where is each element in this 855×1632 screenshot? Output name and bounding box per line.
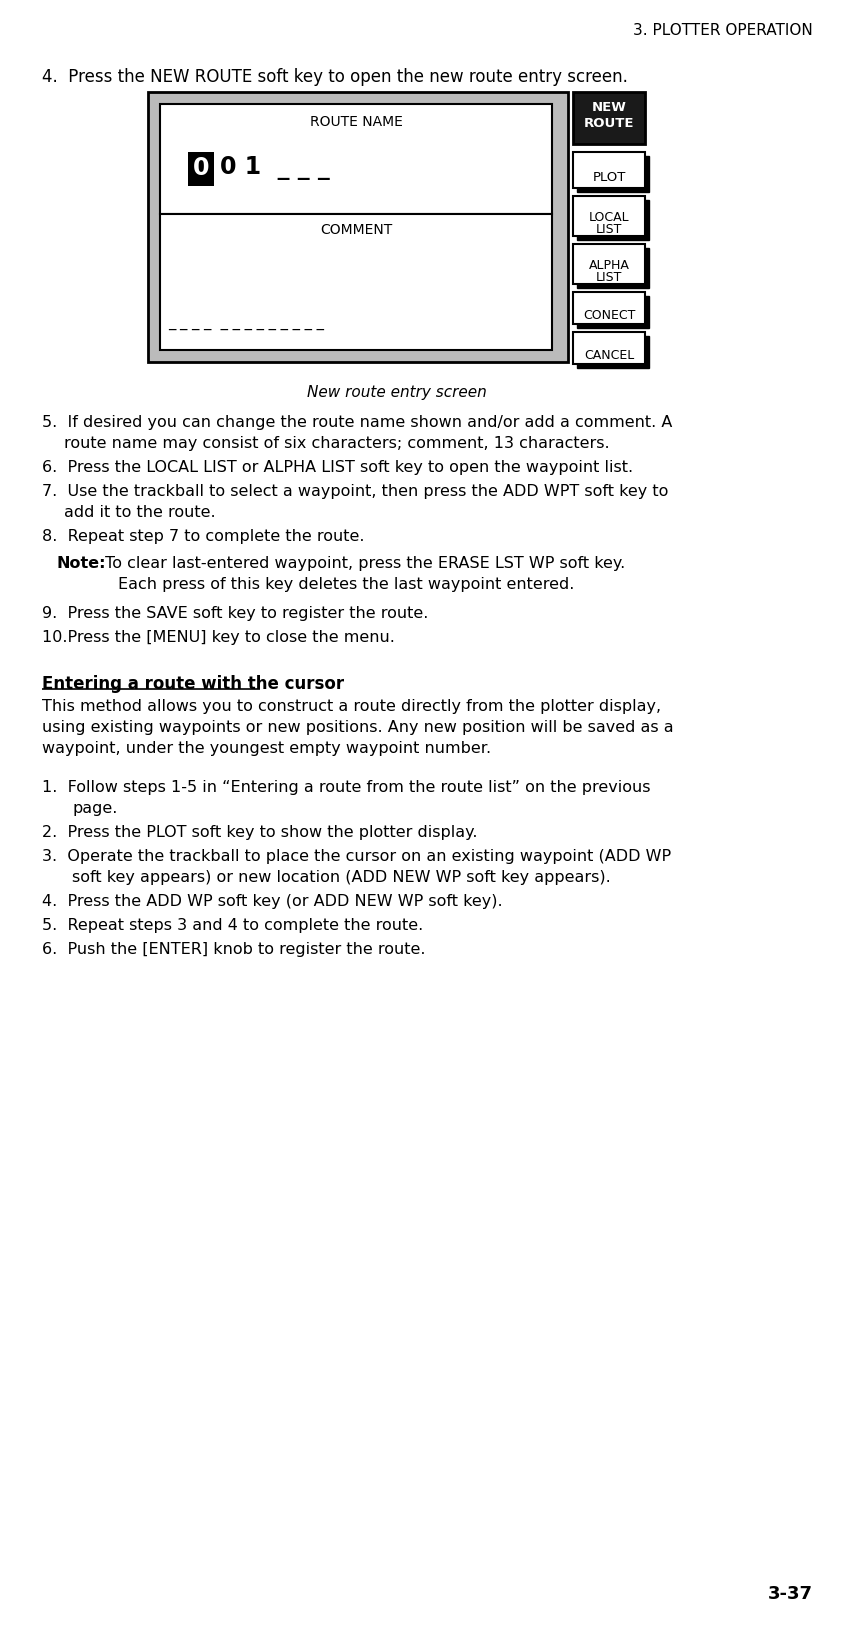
Text: 10.Press the [MENU] key to close the menu.: 10.Press the [MENU] key to close the men… [42, 630, 395, 645]
Bar [577, 157, 649, 193]
Bar [577, 336, 649, 369]
Bar [573, 245, 645, 286]
Text: NEW: NEW [592, 101, 627, 114]
Text: ALPHA: ALPHA [588, 259, 629, 273]
Bar [577, 201, 649, 242]
Bar [573, 197, 645, 237]
Text: soft key appears) or new location (ADD NEW WP soft key appears).: soft key appears) or new location (ADD N… [72, 870, 610, 885]
Text: Each press of this key deletes the last waypoint entered.: Each press of this key deletes the last … [118, 576, 575, 592]
Bar [573, 292, 645, 325]
Text: 3.  Operate the trackball to place the cursor on an existing waypoint (ADD WP: 3. Operate the trackball to place the cu… [42, 849, 671, 863]
Text: COMMENT: COMMENT [320, 224, 392, 237]
Text: 3. PLOTTER OPERATION: 3. PLOTTER OPERATION [634, 23, 813, 38]
Text: 5.  Repeat steps 3 and 4 to complete the route.: 5. Repeat steps 3 and 4 to complete the … [42, 917, 423, 932]
Text: ROUTE: ROUTE [584, 118, 634, 131]
Bar [577, 248, 649, 289]
Bar [160, 215, 552, 351]
Text: This method allows you to construct a route directly from the plotter display,: This method allows you to construct a ro… [42, 698, 661, 713]
Text: page.: page. [72, 801, 117, 816]
Text: LIST: LIST [596, 222, 622, 235]
Text: 9.  Press the SAVE soft key to register the route.: 9. Press the SAVE soft key to register t… [42, 605, 428, 620]
Bar [188, 153, 214, 188]
Text: 1.  Follow steps 1-5 in “Entering a route from the route list” on the previous: 1. Follow steps 1-5 in “Entering a route… [42, 780, 651, 795]
Text: LIST: LIST [596, 271, 622, 284]
Text: LOCAL: LOCAL [589, 211, 629, 224]
Text: Note:: Note: [56, 555, 105, 571]
Text: CANCEL: CANCEL [584, 349, 634, 362]
Text: 7.  Use the trackball to select a waypoint, then press the ADD WPT soft key to: 7. Use the trackball to select a waypoin… [42, 483, 669, 499]
Text: using existing waypoints or new positions. Any new position will be saved as a: using existing waypoints or new position… [42, 720, 674, 734]
Text: CONECT: CONECT [583, 308, 635, 322]
Text: waypoint, under the youngest empty waypoint number.: waypoint, under the youngest empty waypo… [42, 741, 491, 756]
Text: 6.  Push the [ENTER] knob to register the route.: 6. Push the [ENTER] knob to register the… [42, 942, 426, 956]
Text: add it to the route.: add it to the route. [64, 504, 215, 519]
Bar [160, 104, 552, 215]
Text: 0 1  _ _ _: 0 1 _ _ _ [220, 157, 330, 180]
Bar [148, 93, 568, 362]
Text: 6.  Press the LOCAL LIST or ALPHA LIST soft key to open the waypoint list.: 6. Press the LOCAL LIST or ALPHA LIST so… [42, 460, 633, 475]
Text: _ _ _ _  _ _ _ _ _ _ _ _ _: _ _ _ _ _ _ _ _ _ _ _ _ _ [168, 315, 324, 330]
Bar [577, 297, 649, 328]
Text: PLOT: PLOT [593, 171, 626, 184]
Bar [573, 93, 645, 145]
Text: 4.  Press the ADD WP soft key (or ADD NEW WP soft key).: 4. Press the ADD WP soft key (or ADD NEW… [42, 893, 503, 909]
Text: 0: 0 [192, 157, 209, 180]
Text: ROUTE NAME: ROUTE NAME [310, 114, 403, 129]
Text: 3-37: 3-37 [768, 1585, 813, 1603]
Text: 5.  If desired you can change the route name shown and/or add a comment. A: 5. If desired you can change the route n… [42, 415, 672, 429]
Text: To clear last-entered waypoint, press the ERASE LST WP soft key.: To clear last-entered waypoint, press th… [100, 555, 625, 571]
Text: New route entry screen: New route entry screen [307, 385, 486, 400]
Text: Entering a route with the cursor: Entering a route with the cursor [42, 674, 344, 692]
Text: 4.  Press the NEW ROUTE soft key to open the new route entry screen.: 4. Press the NEW ROUTE soft key to open … [42, 69, 628, 86]
Bar [573, 153, 645, 189]
Text: 2.  Press the PLOT soft key to show the plotter display.: 2. Press the PLOT soft key to show the p… [42, 824, 477, 839]
Bar [573, 333, 645, 366]
Text: 8.  Repeat step 7 to complete the route.: 8. Repeat step 7 to complete the route. [42, 529, 364, 543]
Text: route name may consist of six characters; comment, 13 characters.: route name may consist of six characters… [64, 436, 610, 450]
